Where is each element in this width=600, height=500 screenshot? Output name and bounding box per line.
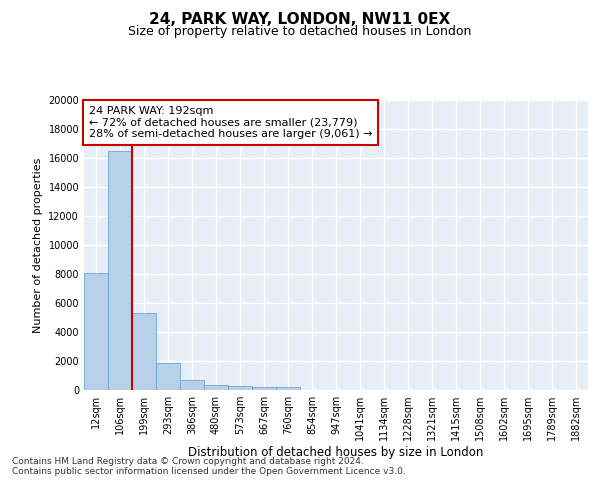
Bar — [252, 387, 276, 390]
Bar — [156, 363, 180, 390]
Y-axis label: Number of detached properties: Number of detached properties — [33, 158, 43, 332]
Bar — [228, 386, 252, 390]
Text: Size of property relative to detached houses in London: Size of property relative to detached ho… — [128, 25, 472, 38]
X-axis label: Distribution of detached houses by size in London: Distribution of detached houses by size … — [188, 446, 484, 459]
Bar — [204, 384, 228, 390]
Text: 24, PARK WAY, LONDON, NW11 0EX: 24, PARK WAY, LONDON, NW11 0EX — [149, 12, 451, 28]
Bar — [180, 380, 204, 390]
Bar — [276, 387, 300, 390]
Text: 24 PARK WAY: 192sqm
← 72% of detached houses are smaller (23,779)
28% of semi-de: 24 PARK WAY: 192sqm ← 72% of detached ho… — [89, 106, 373, 139]
Bar — [84, 272, 108, 390]
Bar — [132, 313, 156, 390]
Text: Contains public sector information licensed under the Open Government Licence v3: Contains public sector information licen… — [12, 468, 406, 476]
Text: Contains HM Land Registry data © Crown copyright and database right 2024.: Contains HM Land Registry data © Crown c… — [12, 458, 364, 466]
Bar — [108, 151, 132, 390]
